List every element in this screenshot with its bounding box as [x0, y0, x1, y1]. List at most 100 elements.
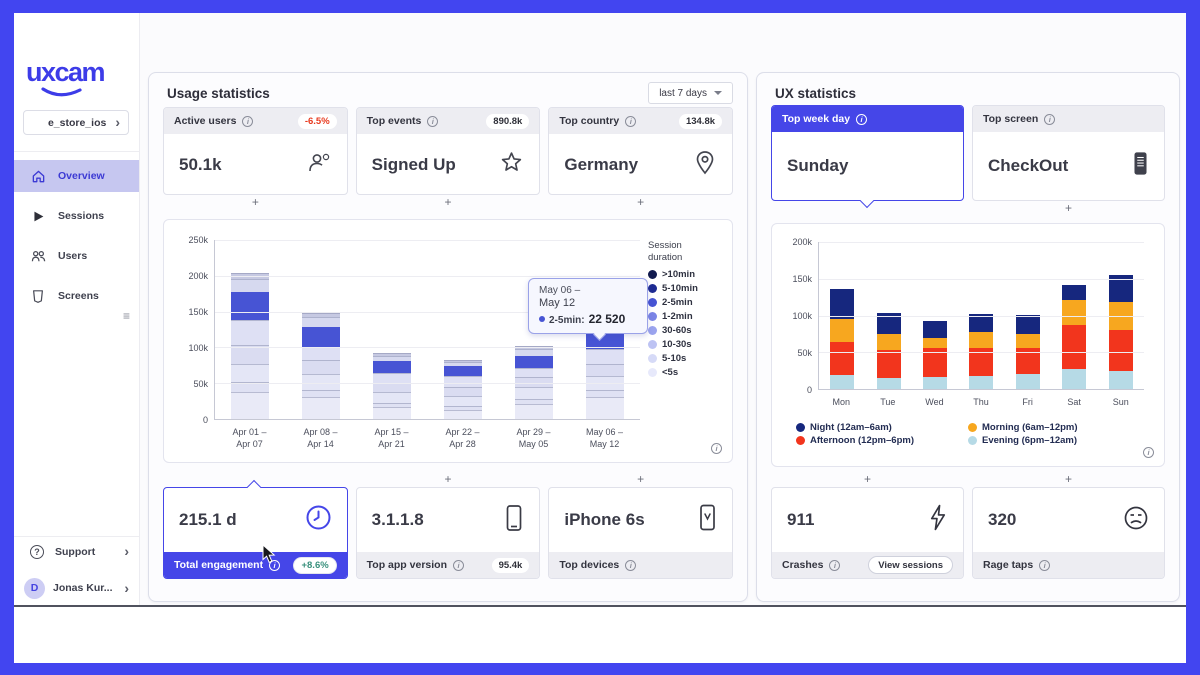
bar-segment[interactable]: [1062, 325, 1087, 370]
sidebar-item-overview[interactable]: Overview: [14, 160, 139, 192]
bar-segment[interactable]: [373, 352, 412, 356]
top-week-day-card[interactable]: Top week day Sunday: [771, 105, 964, 209]
bar-segment[interactable]: [969, 376, 994, 389]
view-sessions-button[interactable]: View sessions: [868, 556, 953, 574]
sidebar-item-screens[interactable]: Screens: [14, 280, 139, 312]
bar-segment[interactable]: [373, 372, 412, 384]
bar-segment[interactable]: [443, 362, 482, 366]
bar-segment[interactable]: [302, 347, 341, 360]
info-icon[interactable]: [1039, 559, 1051, 571]
bar-segment[interactable]: [514, 377, 553, 388]
legend-item[interactable]: 5-10s: [648, 353, 728, 364]
bar-segment[interactable]: [969, 332, 994, 348]
bar-segment[interactable]: [923, 377, 948, 389]
bar-segment[interactable]: [373, 383, 412, 393]
bar-segment[interactable]: [443, 406, 482, 410]
bar-segment[interactable]: [876, 312, 901, 334]
bar-segment[interactable]: [514, 398, 553, 404]
top-devices-card[interactable]: iPhone 6s Top devices: [548, 487, 734, 579]
info-icon[interactable]: [625, 115, 637, 127]
bar-segment[interactable]: [443, 365, 482, 376]
bar-segment[interactable]: [1062, 284, 1087, 301]
bar-segment[interactable]: [443, 386, 482, 396]
date-range-selector[interactable]: last 7 days: [648, 82, 733, 104]
expand-icon[interactable]: [1065, 473, 1072, 486]
info-icon[interactable]: [711, 443, 722, 454]
crashes-card[interactable]: 911 Crashes View sessions: [771, 487, 964, 579]
info-icon[interactable]: [829, 559, 841, 571]
legend-item[interactable]: 1-2min: [648, 311, 728, 322]
expand-icon[interactable]: [637, 196, 644, 209]
stacked-bar[interactable]: [1108, 275, 1133, 389]
bar-segment[interactable]: [585, 375, 624, 391]
top-country-card[interactable]: Top country 134.8k Germany: [548, 107, 734, 195]
legend-item[interactable]: 10-30s: [648, 339, 728, 350]
active-users-card[interactable]: Active users -6.5% 50.1k: [163, 107, 348, 195]
bar-segment[interactable]: [585, 349, 624, 364]
expand-icon[interactable]: [445, 196, 452, 209]
bar-segment[interactable]: [302, 389, 341, 397]
bar-segment[interactable]: [373, 403, 412, 408]
bar-segment[interactable]: [231, 278, 270, 292]
stacked-bar[interactable]: [876, 312, 901, 389]
info-icon[interactable]: [453, 559, 464, 571]
legend-item[interactable]: Evening (6pm–12am): [968, 435, 1078, 446]
user-menu[interactable]: D Jonas Kur...: [14, 573, 139, 603]
top-events-card[interactable]: Top events 890.8k Signed Up: [355, 107, 541, 195]
bar-segment[interactable]: [514, 367, 553, 378]
bar-segment[interactable]: [373, 361, 412, 373]
legend-item[interactable]: 2-5min: [648, 297, 728, 308]
expand-icon[interactable]: [864, 473, 871, 486]
bar-segment[interactable]: [443, 359, 482, 363]
top-screen-card[interactable]: Top screen CheckOut: [972, 105, 1165, 201]
legend-item[interactable]: Morning (6am–12pm): [968, 422, 1078, 433]
bar-segment[interactable]: [514, 349, 553, 356]
bar-segment[interactable]: [585, 363, 624, 376]
stacked-bar[interactable]: [830, 289, 855, 389]
bar-segment[interactable]: [830, 342, 855, 375]
stacked-bar[interactable]: [585, 333, 624, 419]
info-icon[interactable]: [856, 113, 868, 125]
bar-segment[interactable]: [1108, 371, 1133, 389]
bar-segment[interactable]: [514, 387, 553, 399]
bar-segment[interactable]: [514, 403, 553, 419]
info-icon[interactable]: [269, 559, 281, 571]
bar-segment[interactable]: [302, 312, 341, 317]
legend-item[interactable]: <5s: [648, 367, 728, 378]
bar-segment[interactable]: [876, 349, 901, 378]
stacked-bar[interactable]: [1062, 284, 1087, 389]
bar-segment[interactable]: [302, 374, 341, 390]
expand-icon[interactable]: [252, 196, 259, 209]
bar-segment[interactable]: [876, 333, 901, 350]
top-app-version-card[interactable]: 3.1.1.8 Top app version 95.4k: [355, 487, 541, 579]
bar-segment[interactable]: [231, 291, 270, 321]
bar-segment[interactable]: [443, 409, 482, 419]
info-icon[interactable]: [625, 559, 637, 571]
info-icon[interactable]: [242, 115, 254, 127]
legend-item[interactable]: 30-60s: [648, 325, 728, 336]
bar-segment[interactable]: [373, 407, 412, 419]
bar-segment[interactable]: [1062, 369, 1087, 389]
bar-segment[interactable]: [1015, 347, 1040, 375]
bar-segment[interactable]: [514, 355, 553, 368]
bar-segment[interactable]: [1062, 300, 1087, 326]
bar-segment[interactable]: [231, 382, 270, 392]
legend-item[interactable]: Afternoon (12pm–6pm): [796, 435, 968, 446]
stacked-bar[interactable]: [514, 346, 553, 419]
bar-segment[interactable]: [231, 344, 270, 364]
stacked-bar[interactable]: [231, 272, 270, 419]
sidebar-item-support[interactable]: Support: [14, 536, 139, 566]
legend-item[interactable]: 5-10min: [648, 283, 728, 294]
stacked-bar[interactable]: [1015, 315, 1040, 389]
bar-segment[interactable]: [1015, 374, 1040, 389]
bar-segment[interactable]: [231, 363, 270, 383]
bar-segment[interactable]: [1015, 315, 1040, 334]
bar-segment[interactable]: [231, 391, 270, 419]
bar-segment[interactable]: [373, 355, 412, 362]
info-icon[interactable]: [1044, 113, 1056, 125]
bar-segment[interactable]: [876, 377, 901, 389]
bar-segment[interactable]: [830, 289, 855, 319]
bar-segment[interactable]: [1015, 333, 1040, 348]
bar-segment[interactable]: [302, 360, 341, 375]
expand-icon[interactable]: [637, 473, 644, 486]
